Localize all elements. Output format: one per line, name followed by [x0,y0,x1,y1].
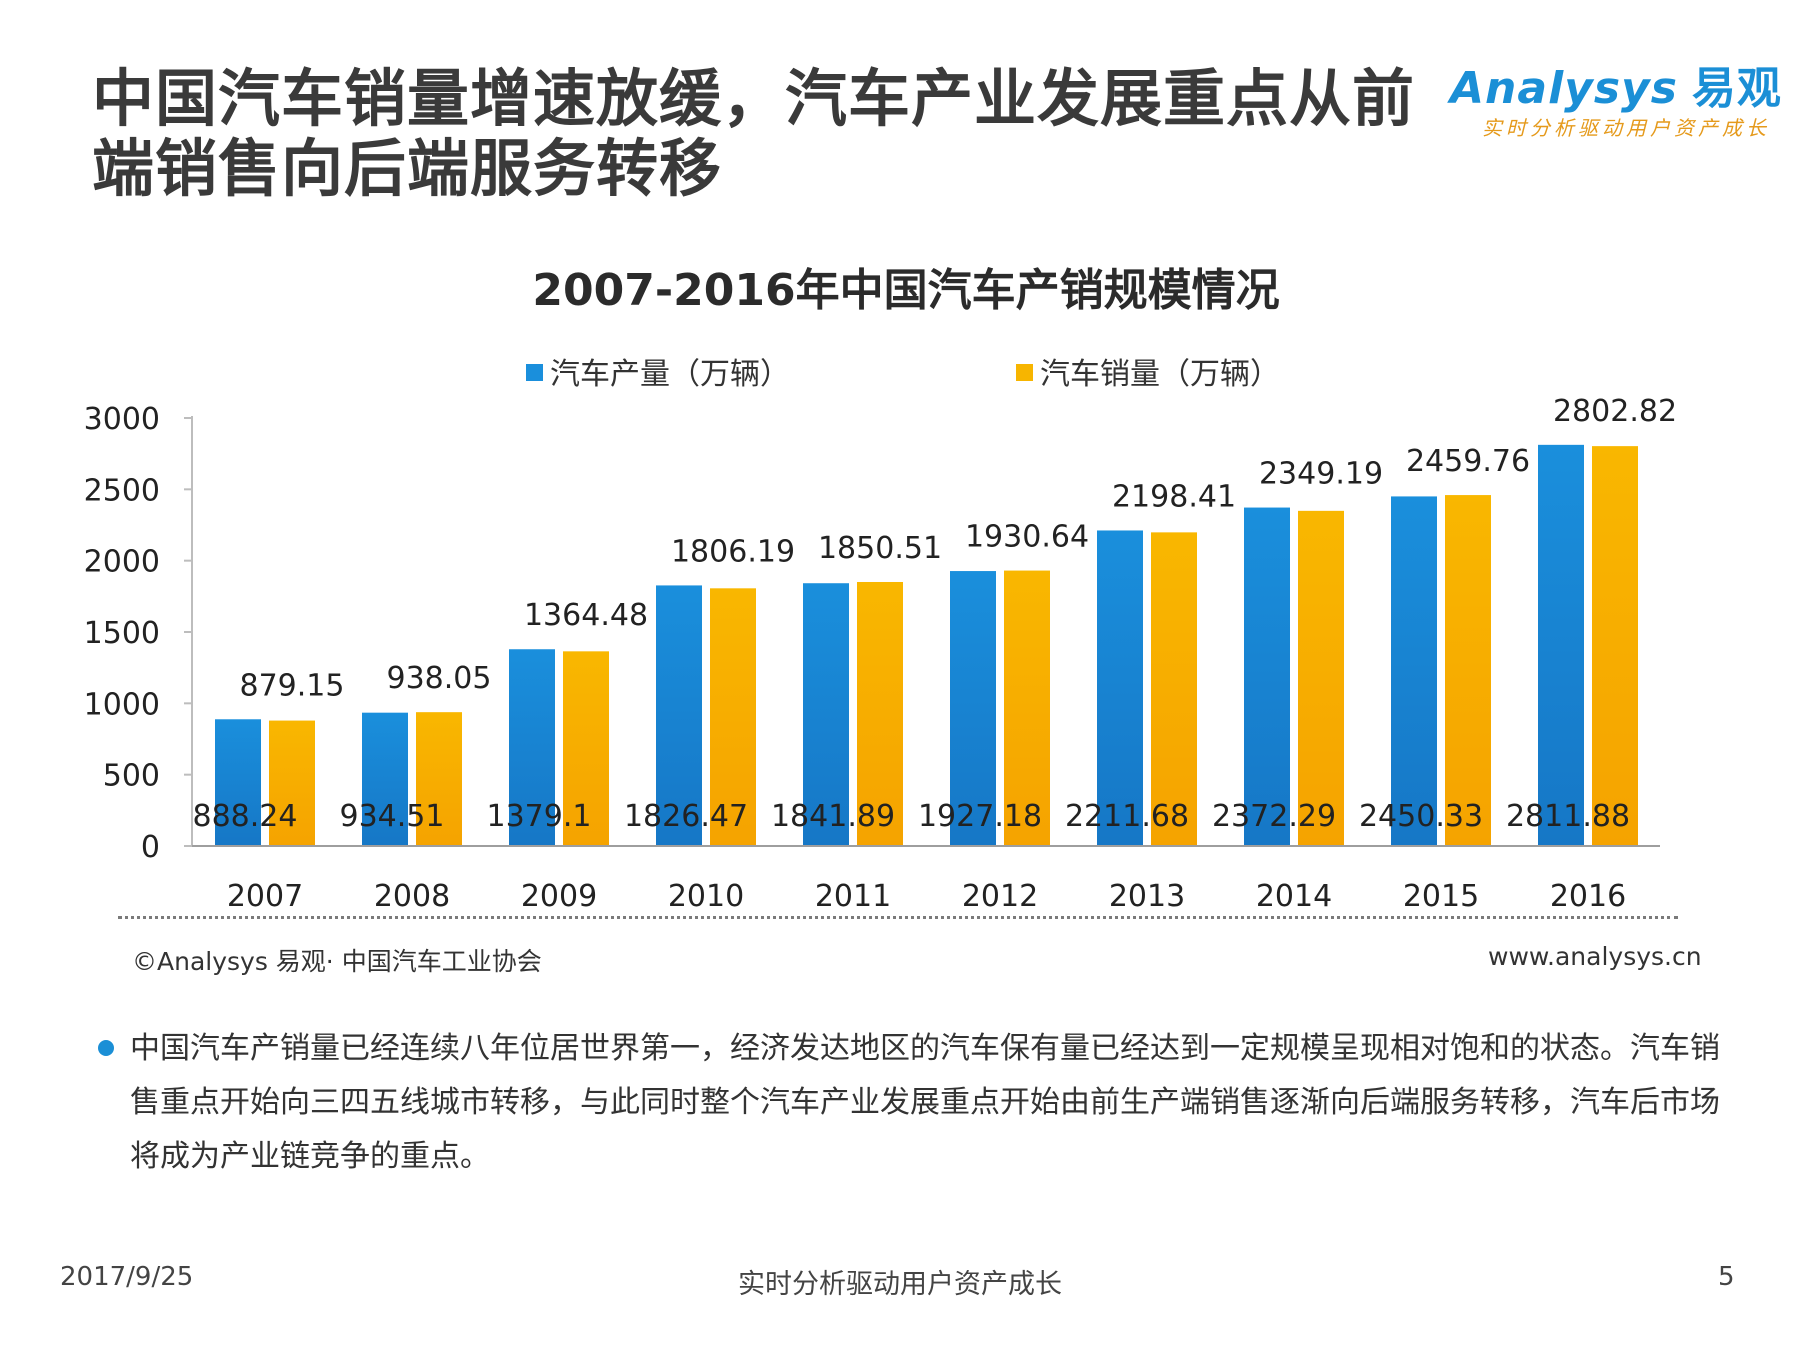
bar-production [656,585,702,846]
data-label-production: 1927.18 [918,799,1042,834]
y-tick-label: 1000 [84,687,160,722]
bar-production [803,583,849,846]
footer-date: 2017/9/25 [60,1262,194,1292]
divider [118,916,1678,919]
x-tick-label: 2015 [1403,879,1479,914]
y-tick-label: 0 [141,830,160,865]
x-tick-label: 2014 [1256,879,1332,914]
x-tick-label: 2012 [962,879,1038,914]
data-label-sales: 2198.41 [1112,479,1236,514]
page-number: 5 [1718,1262,1735,1292]
bar-sales [1592,446,1638,846]
data-label-sales: 1806.19 [671,534,795,569]
data-label-production: 2811.88 [1506,799,1630,834]
bar-production [950,571,996,846]
y-tick-label: 2500 [84,473,160,508]
data-label-production: 888.24 [193,799,298,834]
source-note: ©Analysys 易观· 中国汽车工业协会 [132,947,542,976]
bar-production [1097,530,1143,846]
data-label-production: 1379.1 [487,799,592,834]
bar-sales [563,651,609,846]
bar-production [509,649,555,846]
x-tick-label: 2011 [815,879,891,914]
bar-sales [1004,570,1050,846]
footer-slogan: 实时分析驱动用户资产成长 [738,1269,1062,1300]
y-tick-label: 2000 [84,545,160,580]
x-tick-label: 2008 [374,879,450,914]
data-label-production: 2372.29 [1212,799,1336,834]
bar-sales [857,581,903,846]
x-tick-label: 2013 [1109,879,1185,914]
data-label-sales: 1930.64 [965,520,1089,555]
legend-label-production: 汽车产量（万辆） [550,357,790,392]
bar-production [1391,496,1437,846]
bar-sales [1445,495,1491,846]
data-label-sales: 1364.48 [524,598,648,633]
logo-brand-cn: 易观 [1691,63,1782,114]
x-tick-label: 2016 [1550,879,1626,914]
data-label-production: 2450.33 [1359,799,1483,834]
logo-tagline: 实时分析驱动用户资产成长 [1482,116,1770,140]
bar-sales [416,712,462,846]
bar-sales [269,720,315,846]
bar-production [362,712,408,846]
x-tick-label: 2007 [227,879,303,914]
data-label-sales: 2459.76 [1406,444,1530,479]
data-label-sales: 2349.19 [1259,457,1383,492]
x-tick-label: 2010 [668,879,744,914]
legend-label-sales: 汽车销量（万辆） [1040,357,1280,392]
y-tick-label: 3000 [84,402,160,437]
legend-swatch-sales [1016,364,1033,381]
chart-title: 2007-2016年中国汽车产销规模情况 [532,265,1279,316]
data-label-production: 934.51 [340,799,445,834]
data-label-production: 2211.68 [1065,799,1189,834]
bar-sales [1298,510,1344,846]
summary-text: 中国汽车产销量已经连续八年位居世界第一，经济发达地区的汽车保有量已经达到一定规模… [130,1031,1720,1174]
data-label-production: 1826.47 [624,799,748,834]
bar-sales [1151,532,1197,846]
analysys-logo: Analysys 易观 实时分析驱动用户资产成长 [1450,52,1781,142]
data-label-production: 1841.89 [771,799,895,834]
y-tick-label: 500 [103,759,160,794]
logo-brand: Analysys [1450,63,1678,114]
bar-production [1538,444,1584,846]
bar-production [1244,507,1290,846]
bullet-dot [98,1040,114,1056]
x-tick-label: 2009 [521,879,597,914]
data-label-sales: 2802.82 [1553,394,1677,429]
data-label-sales: 938.05 [387,661,492,696]
legend-swatch-production [526,364,543,381]
website-link[interactable]: www.analysys.cn [1488,942,1702,971]
bar-production [215,719,261,846]
data-label-sales: 1850.51 [818,531,942,566]
y-tick-label: 1500 [84,616,160,651]
page-title: 中国汽车销量增速放缓，汽车产业发展重点从前端销售向后端服务转移 [92,62,1416,205]
bar-sales [710,588,756,846]
data-label-sales: 879.15 [240,668,345,703]
